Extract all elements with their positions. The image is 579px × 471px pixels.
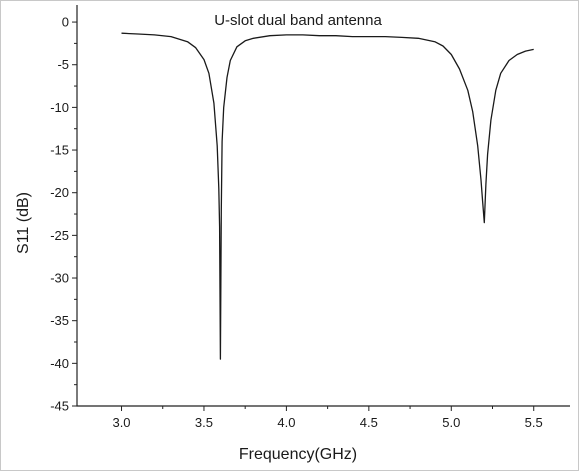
axes-frame	[76, 5, 570, 407]
chart-title: U-slot dual band antenna	[214, 12, 382, 29]
y-tick-label: -45	[50, 399, 69, 414]
x-axis-title: Frequency(GHz)	[239, 446, 357, 463]
y-tick-label: 0	[62, 15, 69, 30]
y-tick-label: -10	[50, 100, 69, 115]
plot-area: 3.0 3.5 4.0 4.5 5.0 5.5 0 -5 -10 -15 -20 -25 -30 -35 -…	[50, 5, 570, 430]
x-tick-label: 5.0	[442, 415, 460, 430]
y-axis-title: S11 (dB)	[15, 192, 32, 254]
y-tick-label: -25	[50, 228, 69, 243]
y-tick-label: -40	[50, 356, 69, 371]
y-tick-label: -20	[50, 185, 69, 200]
x-tick-label: 3.0	[112, 415, 130, 430]
x-tick-label: 3.5	[195, 415, 213, 430]
y-tick-label: -30	[50, 271, 69, 286]
s11-series-line	[121, 32, 534, 360]
y-tick-label: -35	[50, 313, 69, 328]
y-tick-label: -15	[50, 143, 69, 158]
x-tick-label: 4.0	[277, 415, 295, 430]
x-tick-label: 4.5	[360, 415, 378, 430]
x-tick-label: 5.5	[525, 415, 543, 430]
y-tick-label: -5	[57, 57, 69, 72]
